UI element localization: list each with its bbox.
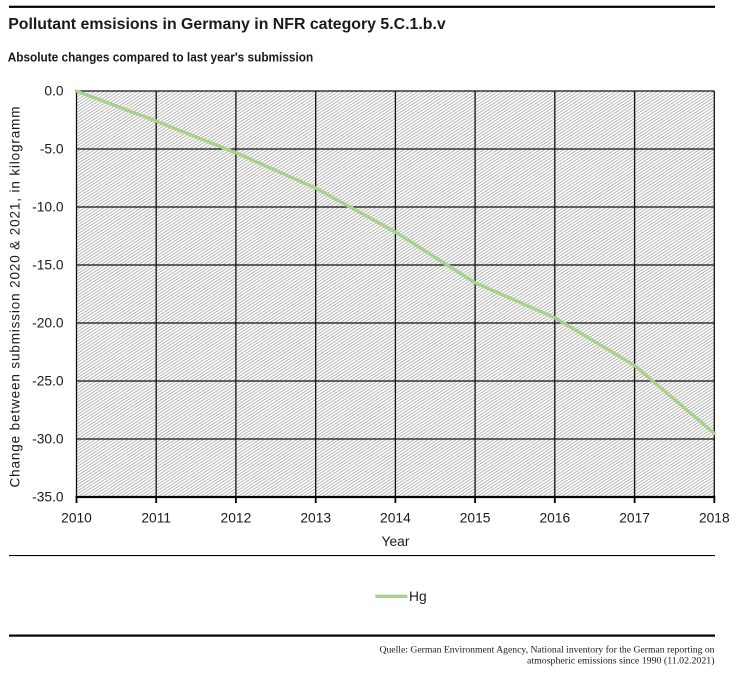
svg-text:Year: Year (382, 534, 410, 549)
svg-text:2018: 2018 (699, 511, 730, 526)
svg-text:Hg: Hg (409, 589, 427, 604)
svg-text:-5.0: -5.0 (40, 142, 64, 157)
svg-text:2012: 2012 (221, 511, 252, 526)
svg-text:2013: 2013 (300, 511, 331, 526)
svg-text:atmospheric emissions since 19: atmospheric emissions since 1990 (11.02.… (527, 656, 715, 667)
svg-text:Change between submission 2020: Change between submission 2020 & 2021, i… (8, 107, 23, 488)
svg-text:2017: 2017 (619, 511, 650, 526)
svg-text:-20.0: -20.0 (32, 316, 64, 331)
svg-text:2010: 2010 (61, 511, 92, 526)
svg-text:Absolute changes compared to l: Absolute changes compared to last year's… (8, 50, 314, 65)
svg-text:Quelle: German Environment Age: Quelle: German Environment Agency, Natio… (380, 644, 715, 655)
svg-text:-15.0: -15.0 (32, 258, 64, 273)
svg-text:-30.0: -30.0 (32, 432, 64, 447)
svg-text:2015: 2015 (460, 511, 491, 526)
svg-text:2016: 2016 (539, 511, 570, 526)
svg-text:-25.0: -25.0 (32, 374, 64, 389)
svg-text:Pollutant emsisions in Germany: Pollutant emsisions in Germany in NFR ca… (8, 16, 446, 33)
svg-text:-35.0: -35.0 (32, 490, 64, 505)
svg-text:2014: 2014 (380, 511, 411, 526)
svg-text:0.0: 0.0 (44, 84, 64, 99)
svg-text:2011: 2011 (141, 511, 171, 526)
svg-text:-10.0: -10.0 (32, 200, 64, 215)
